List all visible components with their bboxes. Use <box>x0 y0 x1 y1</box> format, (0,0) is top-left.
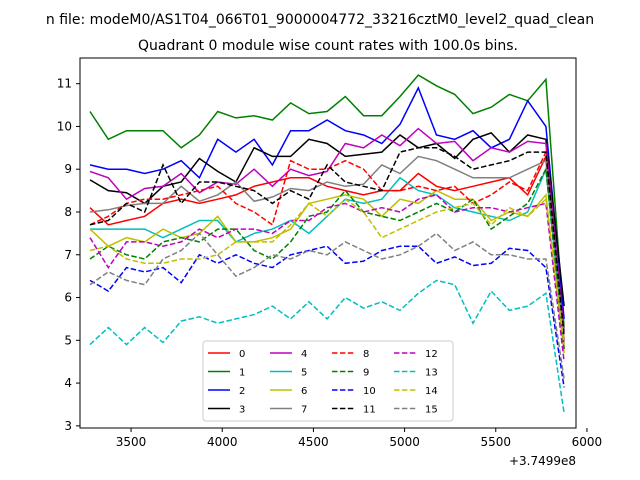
x-tick-label: 5500 <box>480 435 511 449</box>
y-tick-label: 8 <box>64 205 72 219</box>
legend-label-14: 14 <box>425 386 438 397</box>
x-tick-label: 4500 <box>298 435 329 449</box>
figure-suptitle: n file: modeM0/AS1T04_066T01_9000004772_… <box>46 12 594 28</box>
x-offset-label: +3.7499e8 <box>509 454 576 468</box>
legend-label-4: 4 <box>301 349 307 360</box>
series-line-8 <box>89 149 565 345</box>
y-tick-label: 5 <box>64 333 72 347</box>
legend-label-9: 9 <box>363 368 369 379</box>
legend-label-12: 12 <box>425 349 438 360</box>
y-tick-label: 3 <box>64 419 72 433</box>
x-tick-label: 5000 <box>389 435 420 449</box>
series-layer <box>89 74 565 414</box>
series-line-7 <box>89 155 565 341</box>
y-tick-label: 10 <box>57 119 72 133</box>
series-line-10 <box>89 245 565 388</box>
y-axis-ticks: 3 4 5 6 7 8 9 10 11 <box>57 77 80 433</box>
series-line-3 <box>89 132 565 307</box>
x-tick-label: 4000 <box>207 435 238 449</box>
legend-label-11: 11 <box>363 405 376 416</box>
legend-label-2: 2 <box>239 386 245 397</box>
series-line-13 <box>89 279 565 414</box>
legend-label-0: 0 <box>239 349 245 360</box>
series-line-2 <box>89 86 565 319</box>
series-line-4 <box>89 127 565 332</box>
legend-label-15: 15 <box>425 405 438 416</box>
y-tick-label: 7 <box>64 248 72 262</box>
series-line-14 <box>89 197 565 345</box>
legend-label-10: 10 <box>363 386 376 397</box>
legend-label-7: 7 <box>301 405 307 416</box>
legend-label-13: 13 <box>425 368 438 379</box>
series-line-11 <box>89 147 565 337</box>
series-line-12 <box>89 194 565 362</box>
x-tick-label: 3500 <box>116 435 147 449</box>
series-line-0 <box>89 153 565 349</box>
y-tick-label: 11 <box>57 77 72 91</box>
legend-label-5: 5 <box>301 368 307 379</box>
chart-title: Quadrant 0 module wise count rates with … <box>138 38 518 54</box>
legend-frame <box>202 340 454 422</box>
x-axis-ticks: 3500 4000 4500 5000 5500 6000 <box>116 428 602 449</box>
legend-label-3: 3 <box>239 405 245 416</box>
series-line-1 <box>89 74 565 328</box>
legend-label-8: 8 <box>363 349 369 360</box>
series-line-15 <box>89 232 565 379</box>
legend-label-1: 1 <box>239 368 245 379</box>
series-line-6 <box>89 189 565 354</box>
legend-label-6: 6 <box>301 386 307 397</box>
y-tick-label: 9 <box>64 162 72 176</box>
series-line-5 <box>90 166 565 345</box>
x-tick-label: 6000 <box>572 435 603 449</box>
series-line-9 <box>89 166 565 349</box>
y-tick-label: 4 <box>64 376 72 390</box>
y-tick-label: 6 <box>64 291 72 305</box>
